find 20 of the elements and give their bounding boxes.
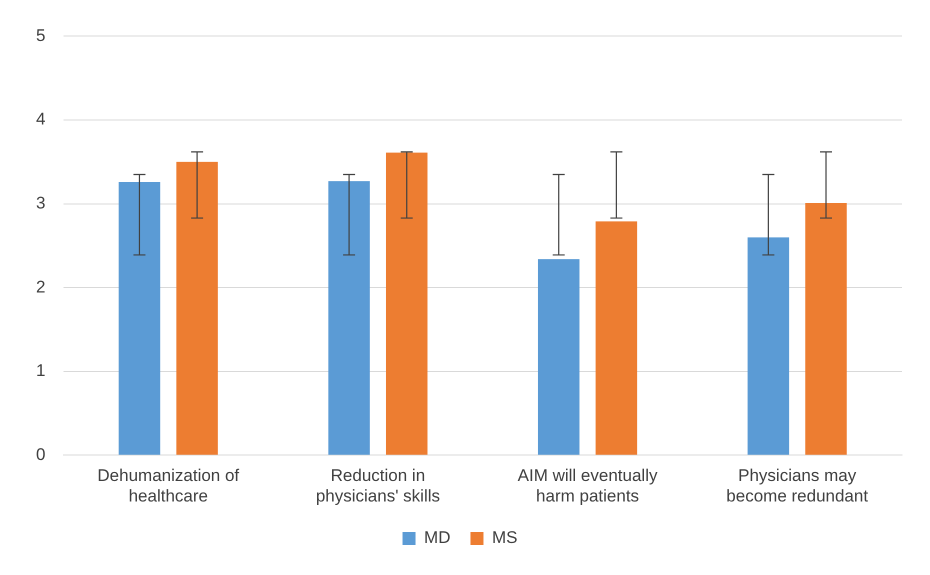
bar [386,152,428,455]
y-tick-label: 0 [36,444,46,464]
x-tick-label: Dehumanization of healthcare [97,466,240,506]
bar [328,181,370,455]
bar [538,259,580,455]
y-tick-label: 5 [36,26,46,45]
y-tick-label: 4 [36,110,46,129]
legend-label: MS [492,528,518,548]
bar [118,182,160,455]
y-tick-label: 1 [36,361,46,380]
y-tick-label: 2 [36,277,46,296]
bar [596,221,638,455]
y-tick-label: 3 [36,193,46,212]
x-tick-label: Reduction in physicians' skills [316,466,440,506]
x-tick-label: Physicians may become redundant [726,466,868,506]
bar [748,237,790,455]
legend-label: MD [424,528,450,548]
x-tick-label: AIM will eventually harm patients [518,466,658,506]
bar [805,202,847,455]
bar [176,162,218,455]
